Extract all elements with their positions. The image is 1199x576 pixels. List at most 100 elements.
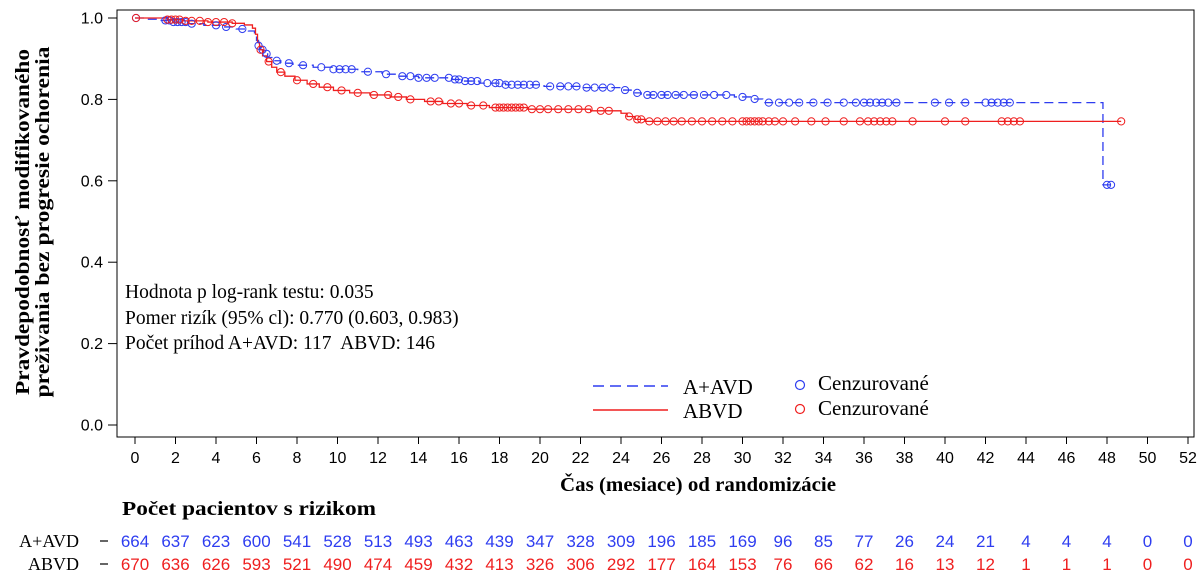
censor-mark-a-avd	[335, 65, 344, 74]
censor-mark-a-avd	[961, 98, 970, 107]
censor-mark-a-avd	[531, 80, 541, 89]
censor-mark-abvd	[940, 117, 950, 126]
censor-mark-abvd	[353, 88, 362, 97]
censor-mark-abvd	[791, 117, 800, 126]
y-axis-title-line-1: Pravdepodobnosť modifikovaného	[12, 49, 34, 395]
censor-mark-abvd	[754, 117, 763, 126]
legend-label-abvd: ABVD	[683, 399, 743, 423]
censor-mark-a-avd	[317, 63, 326, 72]
at-risk-count: 1	[1102, 555, 1111, 574]
censor-mark-abvd	[454, 99, 464, 108]
censor-mark-abvd	[195, 16, 204, 25]
survival-curve-a-avd	[135, 17, 1112, 186]
censor-mark-a-avd	[525, 80, 534, 89]
censor-mark-a-avd	[892, 98, 901, 107]
censor-mark-a-avd	[430, 73, 439, 82]
at-risk-count: 185	[688, 532, 716, 551]
x-axis-title: Čas (mesiace) od randomizácie	[560, 472, 836, 496]
censor-mark-abvd	[564, 105, 573, 114]
censor-mark-abvd	[750, 117, 759, 126]
x-tick-label: 42	[977, 450, 995, 467]
x-tick-label: 46	[1058, 450, 1076, 467]
y-axis-title: Pravdepodobnosť modifikovaného preživani…	[12, 47, 54, 398]
at-risk-count: 413	[485, 555, 513, 574]
x-tick-label: 16	[450, 450, 468, 467]
at-risk-row-a-avd: A+AVD 664 637 623 600 541 528 513 493 463 439 347 32…	[19, 531, 1193, 551]
censor-mark-abvd	[821, 117, 830, 126]
censor-mark-a-avd	[222, 22, 231, 32]
censor-mark-abvd	[908, 117, 917, 126]
censor-mark-a-avd	[272, 56, 281, 65]
censor-mark-abvd	[863, 117, 873, 126]
at-risk-count: 474	[364, 555, 392, 574]
censor-mark-abvd	[323, 83, 332, 92]
censor-mark-abvd	[961, 117, 970, 126]
y-tick-label: 1.0	[81, 11, 103, 28]
x-tick-label: 0	[131, 450, 140, 467]
at-risk-count: 626	[202, 555, 230, 574]
censor-mark-a-avd	[460, 76, 470, 86]
censor-mark-abvd	[778, 117, 788, 126]
x-tick-label: 12	[369, 450, 387, 467]
x-tick-label: 32	[774, 450, 792, 467]
censor-mark-abvd	[507, 103, 516, 112]
censor-mark-a-avd	[878, 98, 887, 107]
censor-mark-a-avd	[1106, 180, 1116, 189]
x-tick-label: 40	[936, 450, 954, 467]
censor-mark-a-avd	[795, 98, 804, 107]
censor-mark-a-avd	[467, 76, 476, 86]
censor-mark-a-avd	[999, 98, 1008, 107]
censor-mark-abvd	[276, 68, 285, 77]
censor-mark-abvd	[882, 117, 891, 126]
censor-mark-abvd	[181, 16, 190, 25]
at-risk-count: 1	[1021, 555, 1030, 574]
censor-mark-abvd	[596, 106, 605, 115]
censor-mark-abvd	[574, 105, 583, 114]
censor-mark-abvd	[446, 99, 455, 108]
at-risk-table: A+AVD 664 637 623 600 541 528 513 493 463 439 347 32…	[19, 531, 1193, 574]
censor-mark-a-avd	[809, 98, 818, 107]
at-risk-count: 292	[607, 555, 635, 574]
at-risk-row-abvd: ABVD 670 636 626 593 521 490 474 459 432 413 326 306…	[28, 554, 1193, 574]
censor-mark-abvd	[1117, 117, 1126, 126]
censor-mark-abvd	[228, 19, 237, 28]
at-risk-count: 0	[1143, 532, 1152, 551]
censor-mark-a-avd	[398, 72, 407, 81]
censor-mark-abvd	[758, 117, 767, 126]
at-risk-count: 637	[161, 532, 189, 551]
y-tick-label: 0.6	[81, 173, 103, 190]
censor-mark-abvd	[1015, 117, 1025, 126]
censor-mark-a-avd	[473, 76, 482, 86]
legend-censor-marker-abvd	[794, 403, 806, 415]
censor-mark-a-avd	[284, 59, 293, 68]
censor-mark-abvd	[491, 103, 500, 112]
censor-mark-a-avd	[784, 98, 794, 107]
censor-mark-abvd	[426, 97, 435, 106]
at-risk-count: 439	[485, 532, 513, 551]
censor-mark-a-avd	[598, 83, 607, 92]
at-risk-count: 13	[936, 555, 955, 574]
censor-mark-abvd	[309, 79, 318, 89]
at-risk-count: 541	[283, 532, 311, 551]
at-risk-count: 4	[1102, 532, 1111, 551]
at-risk-count: 636	[161, 555, 189, 574]
censor-mark-abvd	[1003, 117, 1012, 126]
at-risk-count: 85	[814, 532, 833, 551]
censor-mark-abvd	[264, 57, 273, 66]
censor-mark-abvd	[645, 117, 654, 126]
at-risk-count: 670	[121, 555, 149, 574]
censor-mark-a-avd	[341, 65, 350, 74]
censor-mark-abvd	[764, 117, 773, 126]
at-risk-count: 4	[1021, 532, 1030, 551]
censor-mark-abvd	[495, 103, 504, 112]
censor-mark-abvd	[742, 117, 751, 126]
censor-mark-abvd	[171, 15, 180, 24]
at-risk-count: 493	[404, 532, 432, 551]
censor-mark-a-avd	[663, 90, 672, 100]
censor-mark-a-avd	[839, 98, 848, 107]
censor-mark-abvd	[876, 117, 885, 126]
censor-mark-a-avd	[414, 73, 423, 82]
censor-mark-abvd	[554, 105, 563, 114]
censor-mark-abvd	[839, 117, 848, 126]
at-risk-count: 459	[404, 555, 432, 574]
